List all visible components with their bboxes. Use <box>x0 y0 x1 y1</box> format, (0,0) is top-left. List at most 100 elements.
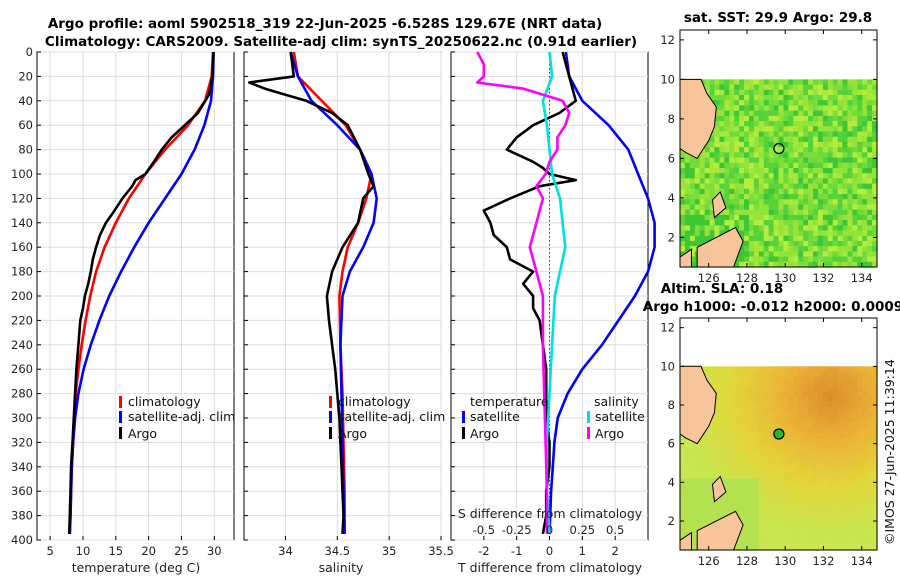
map-cell <box>832 407 839 413</box>
map-cell <box>758 157 765 164</box>
map-cell <box>783 95 789 101</box>
map-cell <box>837 376 844 383</box>
map-cell <box>803 173 809 179</box>
map-cell <box>739 105 745 112</box>
map-cell <box>803 534 809 541</box>
map-cell <box>783 417 789 424</box>
map-cell <box>719 437 725 444</box>
map-cell <box>778 412 785 418</box>
map-cell <box>837 235 844 242</box>
map-cell <box>778 386 785 393</box>
map-cell <box>768 458 775 464</box>
map-cell <box>798 110 804 117</box>
s-tick-label: -0.5 <box>473 523 495 537</box>
map-cell <box>734 121 740 127</box>
map-cell <box>842 447 849 454</box>
map-cell <box>758 136 765 143</box>
map-cell <box>783 105 789 112</box>
map-cell <box>773 240 780 247</box>
map-cell <box>788 152 794 159</box>
map-cell <box>817 126 824 133</box>
map-cell <box>817 463 824 469</box>
map-cell <box>689 473 696 480</box>
map-cell <box>817 432 824 439</box>
map-cell <box>734 442 740 449</box>
map-cell <box>719 402 725 408</box>
map-cell <box>793 371 799 378</box>
map-cell <box>827 147 834 153</box>
map-cell <box>753 504 760 510</box>
map-cell <box>768 235 775 242</box>
map-cell <box>788 261 794 268</box>
map-cell <box>798 251 804 258</box>
map-cell <box>837 493 844 500</box>
map-cell <box>812 488 819 495</box>
map-cell <box>832 220 839 226</box>
map-cell <box>758 240 765 247</box>
map-cell <box>684 483 691 490</box>
map-cell <box>684 220 691 226</box>
map-cell <box>753 427 760 434</box>
map-cell <box>827 432 834 439</box>
map-cell <box>808 178 814 185</box>
map-cell <box>783 422 789 429</box>
map-cell <box>817 519 824 526</box>
map-cell <box>773 463 780 469</box>
map-cell <box>817 157 824 164</box>
depth-tick-label: 180 <box>11 265 33 279</box>
map-cell <box>832 204 839 211</box>
map-cell <box>704 366 711 373</box>
map-cell <box>704 235 711 242</box>
map-cell <box>699 183 706 190</box>
salinity-xlabel: salinity <box>319 560 364 575</box>
map-cell <box>763 493 770 500</box>
map-cell <box>872 437 878 444</box>
map-cell <box>867 483 873 490</box>
map-cell <box>744 453 750 459</box>
map-cell <box>872 432 878 439</box>
map-cell <box>847 427 853 434</box>
map-cell <box>832 498 839 505</box>
map-cell <box>724 183 730 190</box>
s-tick-label: 0.5 <box>606 523 624 537</box>
map-cell <box>714 115 720 122</box>
map-cell <box>694 447 701 454</box>
map-cell <box>783 437 789 444</box>
map-cell <box>704 194 711 200</box>
map-cell <box>773 514 780 520</box>
map-cell <box>827 89 834 96</box>
map-cell <box>739 115 745 122</box>
map-cell <box>763 147 770 153</box>
map-cell <box>803 105 809 112</box>
map-cell <box>857 417 863 424</box>
map-cell <box>832 95 839 101</box>
map-cell <box>684 188 691 195</box>
map-cell <box>822 544 829 551</box>
map-cell <box>758 84 765 91</box>
map-cell <box>719 225 725 232</box>
map-cell <box>842 115 849 122</box>
map-cell <box>793 483 799 490</box>
map-cell <box>803 199 809 206</box>
map-cell <box>763 214 770 221</box>
map-cell <box>734 178 740 185</box>
map-cell <box>783 110 789 117</box>
map-cell <box>739 463 745 469</box>
map-cell <box>798 235 804 242</box>
map-cell <box>680 483 686 490</box>
map-cell <box>783 396 789 403</box>
map-cell <box>709 147 716 153</box>
map-cell <box>783 529 789 536</box>
map-cell <box>862 381 868 388</box>
map-cell <box>798 240 804 247</box>
map-cell <box>714 468 720 475</box>
map-cell <box>758 141 765 148</box>
map-cell <box>872 220 878 226</box>
map-cell <box>729 458 735 464</box>
map-cell <box>709 89 716 96</box>
map-cell <box>753 524 760 531</box>
map-cell <box>763 519 770 526</box>
x-tick-label: 5 <box>46 544 53 558</box>
map-cell <box>837 89 844 96</box>
map-cell <box>817 427 824 434</box>
